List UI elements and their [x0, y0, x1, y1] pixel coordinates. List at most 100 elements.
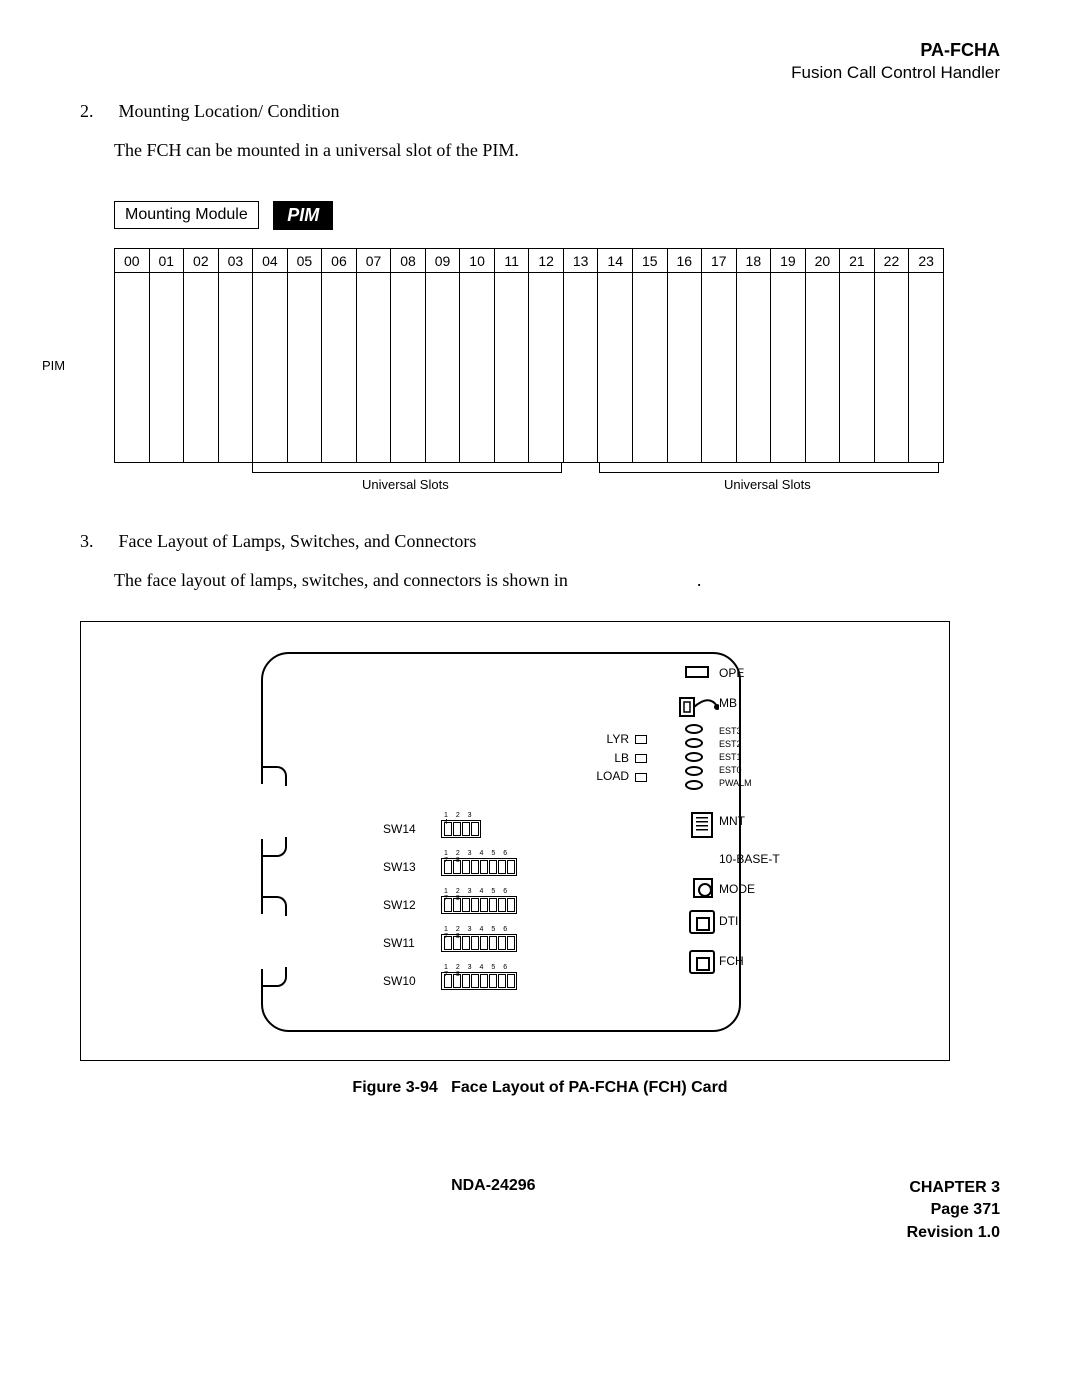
mode-label: MODE: [719, 882, 755, 896]
slot-header-cell: 02: [184, 249, 219, 273]
slot-body-cell: [598, 273, 633, 463]
mid-labels: LYR LB LOAD: [596, 730, 647, 786]
slot-header-cell: 00: [115, 249, 150, 273]
slot-body-cell: [425, 273, 460, 463]
card-outline: LYR LB LOAD OPE MB EST3 EST2 EST1: [261, 652, 741, 1032]
card-notch-2: [261, 914, 279, 969]
mb-label: MB: [719, 696, 737, 710]
mode-switch-icon: [693, 878, 713, 898]
page-footer: NDA-24296 CHAPTER 3 Page 371 Revision 1.…: [80, 1177, 1000, 1244]
slot-header-cell: 16: [667, 249, 702, 273]
slot-header-cell: 07: [356, 249, 391, 273]
mounting-module-pim: PIM: [273, 201, 333, 230]
section-3-body: The face layout of lamps, switches, and …: [114, 570, 1000, 591]
slot-header-cell: 04: [253, 249, 288, 273]
card-notch-1: [261, 784, 279, 839]
slot-body-cell: [667, 273, 702, 463]
slot-body-cell: [874, 273, 909, 463]
slot-header-cell: 15: [632, 249, 667, 273]
footer-chapter: CHAPTER 3: [907, 1177, 1000, 1199]
slot-body-cell: [736, 273, 771, 463]
slot-header-cell: 01: [149, 249, 184, 273]
slot-table: 0001020304050607080910111213141516171819…: [114, 248, 944, 463]
footer-page: Page 371: [907, 1199, 1000, 1221]
tenbt-label: 10-BASE-T: [719, 852, 780, 866]
figure-num: Figure 3-94: [352, 1079, 437, 1096]
slot-body-cell: [391, 273, 426, 463]
slot-body-cell: [218, 273, 253, 463]
slot-header-cell: 06: [322, 249, 357, 273]
switch-row: SW101 2 3 4 5 6 7 8: [383, 962, 517, 1000]
dip-switch-icon: 1 2 3 4 5 6 7 8: [441, 858, 517, 876]
ope-indicator: [685, 666, 709, 678]
slot-body-cell: [356, 273, 391, 463]
footer-rev: Revision 1.0: [907, 1222, 1000, 1244]
lamp-column: [685, 724, 703, 794]
footer-right: CHAPTER 3 Page 371 Revision 1.0: [907, 1177, 1000, 1244]
slot-body-cell: [115, 273, 150, 463]
est1-label: EST1: [719, 752, 742, 763]
slot-header-cell: 13: [563, 249, 598, 273]
slot-header-row: 0001020304050607080910111213141516171819…: [115, 249, 944, 273]
slot-header-cell: 05: [287, 249, 322, 273]
switch-name: SW13: [383, 860, 435, 874]
slot-body-cell: [253, 273, 288, 463]
switch-name: SW14: [383, 822, 435, 836]
section-3-body-tail: .: [697, 570, 702, 590]
dti-connector-icon: [689, 910, 715, 934]
slot-body-cell: [529, 273, 564, 463]
figure-box: LYR LB LOAD OPE MB EST3 EST2 EST1: [80, 621, 950, 1061]
slot-body-cell: [494, 273, 529, 463]
lamp-icon: [685, 766, 703, 776]
slot-header-cell: 03: [218, 249, 253, 273]
slot-body-cell: [840, 273, 875, 463]
slot-header-cell: 14: [598, 249, 633, 273]
lb-box-icon: [635, 754, 647, 763]
lamp-icon: [685, 738, 703, 748]
slot-body-cell: [702, 273, 737, 463]
load-box-icon: [635, 773, 647, 782]
slot-body-cell: [805, 273, 840, 463]
switch-row: SW121 2 3 4 5 6 7 8: [383, 886, 517, 924]
lb-label: LB: [614, 751, 629, 765]
mnt-connector-icon: [691, 812, 713, 838]
section-3-body-text: The face layout of lamps, switches, and …: [114, 570, 568, 590]
slot-header-cell: 22: [874, 249, 909, 273]
bracket-right: [599, 463, 939, 473]
mb-switch-icon: [679, 692, 719, 720]
section-3-heading: 3. Face Layout of Lamps, Switches, and C…: [80, 531, 1000, 552]
header-subtitle: Fusion Call Control Handler: [80, 63, 1000, 83]
slot-body-cell: [563, 273, 598, 463]
footer-doc: NDA-24296: [80, 1177, 907, 1244]
slot-header-cell: 23: [909, 249, 944, 273]
dip-nums: 1 2 3 4 5 6 7 8: [444, 926, 516, 940]
section-2-num: 2.: [80, 101, 114, 122]
page-header: PA-FCHA Fusion Call Control Handler: [80, 40, 1000, 83]
slot-table-wrap: PIM 000102030405060708091011121314151617…: [80, 248, 1000, 503]
mounting-module-row: Mounting Module PIM: [114, 201, 1000, 230]
switch-row: SW14 1 2 3 4: [383, 810, 517, 848]
mounting-module-label: Mounting Module: [114, 201, 259, 229]
slot-body-cell: [287, 273, 322, 463]
est3-label: EST3: [719, 726, 742, 737]
header-title: PA-FCHA: [80, 40, 1000, 61]
figure-caption: Figure 3-94 Face Layout of PA-FCHA (FCH)…: [80, 1079, 1000, 1097]
slot-body-cell: [632, 273, 667, 463]
dip-nums: 1 2 3 4 5 6 7 8: [444, 850, 516, 864]
lamp-icon: [685, 724, 703, 734]
section-2-body: The FCH can be mounted in a universal sl…: [114, 140, 1000, 161]
slot-body-row: [115, 273, 944, 463]
dip-nums: 1 2 3 4: [444, 812, 480, 826]
section-3-title: Face Layout of Lamps, Switches, and Conn…: [119, 531, 477, 552]
switch-name: SW11: [383, 936, 435, 950]
switch-row: SW13 1 2 3 4 5 6 7 8: [383, 848, 517, 886]
dip-switch-icon: 1 2 3 4 5 6 7 8: [441, 972, 517, 990]
dip-switch-icon: 1 2 3 4 5 6 7 8: [441, 934, 517, 952]
load-label: LOAD: [596, 769, 629, 783]
bracket-left-label: Universal Slots: [362, 477, 449, 492]
lyr-label: LYR: [607, 732, 629, 746]
slot-body-cell: [771, 273, 806, 463]
slot-header-cell: 19: [771, 249, 806, 273]
dti-label: DTI: [719, 914, 738, 928]
pwalm-label: PWALM: [719, 778, 752, 789]
